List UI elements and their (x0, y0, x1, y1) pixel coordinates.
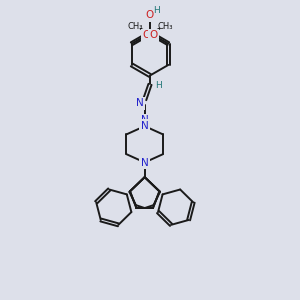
Text: N: N (141, 115, 148, 125)
Text: H: H (155, 81, 162, 90)
Text: O: O (149, 31, 158, 40)
Text: H: H (153, 6, 160, 15)
Text: O: O (142, 31, 151, 40)
Text: CH₃: CH₃ (127, 22, 142, 31)
Text: N: N (141, 121, 148, 130)
Text: N: N (141, 158, 148, 168)
Text: N: N (136, 98, 143, 108)
Text: O: O (146, 11, 154, 20)
Text: CH₃: CH₃ (158, 22, 173, 31)
